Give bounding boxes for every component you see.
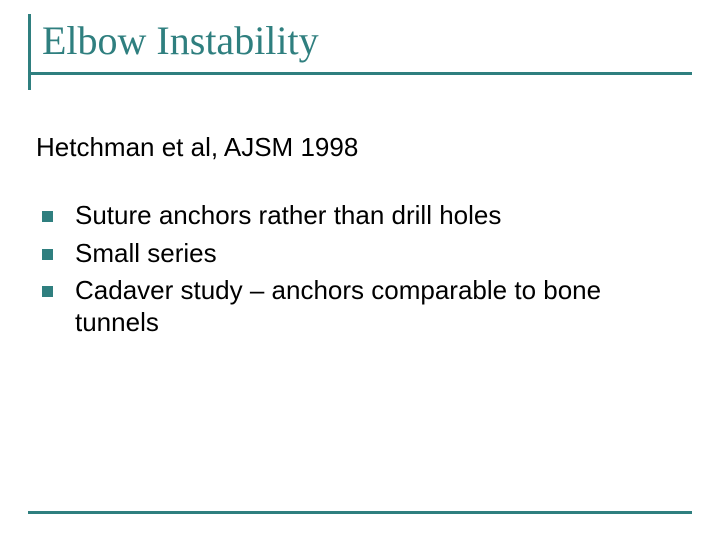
list-item: Small series <box>42 238 662 270</box>
title-left-rule <box>28 14 31 90</box>
bullet-text: Suture anchors rather than drill holes <box>75 200 501 232</box>
slide-title: Elbow Instability <box>28 14 692 70</box>
square-bullet-icon <box>42 249 53 260</box>
square-bullet-icon <box>42 211 53 222</box>
title-underline <box>28 72 692 75</box>
bullet-list: Suture anchors rather than drill holes S… <box>42 200 662 345</box>
square-bullet-icon <box>42 286 53 297</box>
slide: Elbow Instability Hetchman et al, AJSM 1… <box>0 0 720 540</box>
bottom-rule <box>28 511 692 514</box>
bullet-text: Small series <box>75 238 217 270</box>
list-item: Suture anchors rather than drill holes <box>42 200 662 232</box>
title-area: Elbow Instability <box>28 14 692 75</box>
slide-subtitle: Hetchman et al, AJSM 1998 <box>36 132 358 163</box>
list-item: Cadaver study – anchors comparable to bo… <box>42 275 662 338</box>
bullet-text: Cadaver study – anchors comparable to bo… <box>75 275 662 338</box>
